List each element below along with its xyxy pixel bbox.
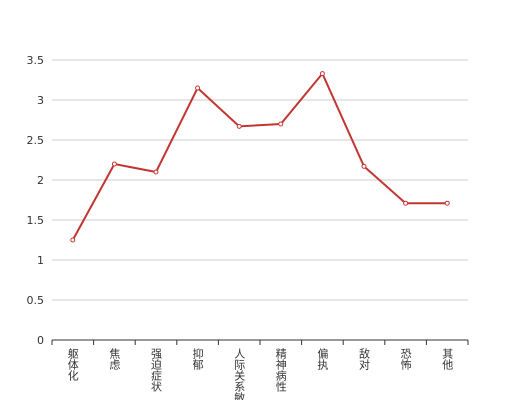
point <box>361 163 367 169</box>
x-tick-label: 抑郁 <box>191 347 204 370</box>
x-tick-label: 其他 <box>441 348 454 370</box>
point <box>111 161 117 167</box>
x-tick-label: 躯体化 <box>66 348 79 382</box>
x-tick-label: 偏执 <box>316 347 329 371</box>
y-tick-label: 3.5 <box>27 54 45 67</box>
y-tick-label: 1.5 <box>27 214 45 227</box>
y-tick-label: 2 <box>37 174 44 187</box>
point <box>403 200 409 206</box>
point <box>195 85 201 91</box>
line <box>71 71 448 241</box>
x-tick-label: 人际关系敏感 <box>233 348 246 400</box>
x-tick-label: 精神病性 <box>274 348 287 393</box>
y-tick-label: 0 <box>37 334 44 347</box>
point <box>236 123 242 129</box>
x-tick-label: 强迫症状 <box>150 348 163 392</box>
point <box>70 237 76 243</box>
y-tick-label: 3 <box>37 94 44 107</box>
x-tick-label: 敌对 <box>358 347 371 370</box>
point <box>153 169 159 175</box>
y-tick-label: 1 <box>37 254 44 267</box>
point <box>278 121 284 127</box>
x-tick-label: 恐怖 <box>399 348 412 370</box>
y-tick-label: 2.5 <box>27 134 45 147</box>
point <box>444 200 450 206</box>
y-tick-label: 0.5 <box>27 294 45 307</box>
point <box>319 71 325 77</box>
x-tick-label: 焦虑 <box>108 348 121 370</box>
